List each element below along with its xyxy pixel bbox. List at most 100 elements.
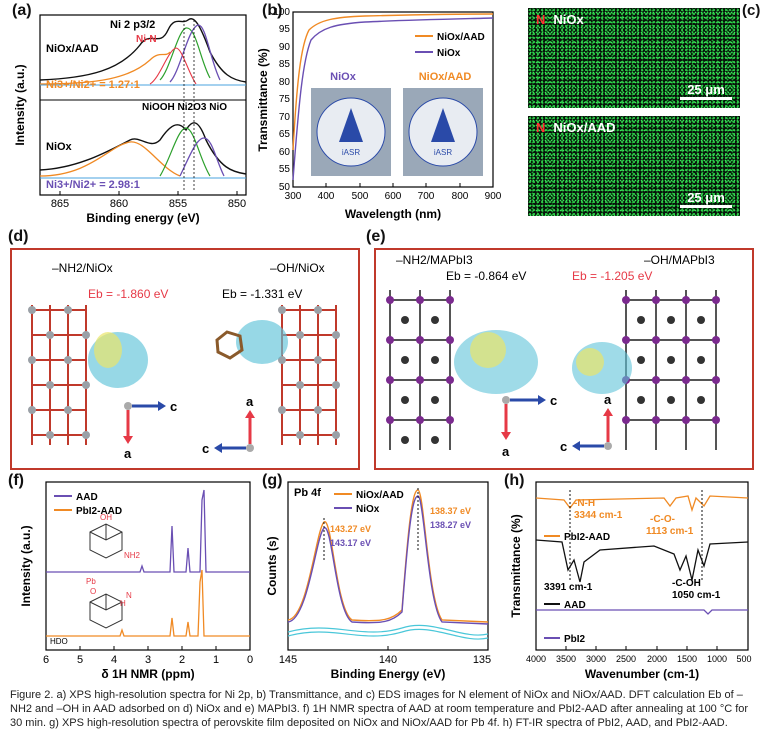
e-axis-a-right: a (604, 392, 612, 407)
d-axis-c-right: c (202, 441, 209, 456)
b-xtick-5: 700 (418, 191, 435, 202)
e-axis-c-right: c (560, 439, 567, 454)
e-left-title: –NH2/MAPbI3 (396, 253, 473, 267)
panel-b-transmittance: NiOx/AAD NiOx NiOx NiOx/AAD iASR iASR 30… (256, 7, 502, 221)
panel-f-nmr: AAD PbI2-AAD OH NH2 Pb O N H HDO 6 5 4 3… (19, 481, 253, 681)
a-ratio-bottom: Ni3+/Ni2+ = 2.98:1 (46, 179, 140, 191)
g-title: Pb 4f (294, 487, 321, 499)
h-xtick-6: 1500 (677, 654, 697, 664)
a-title: Ni 2 p3/2 (110, 19, 155, 31)
h-nh-value: 3344 cm-1 (574, 510, 623, 521)
h-oh-value: 3391 cm-1 (544, 582, 593, 593)
g-val-purple-right: 138.27 eV (430, 520, 471, 530)
panel-a-label: (a) (12, 2, 32, 19)
panel-e-label: (e) (366, 228, 386, 245)
h-xlabel: Wavenumber (cm-1) (585, 667, 699, 681)
panel-d-label: (d) (8, 228, 29, 245)
e-right-eb: Eb = -1.205 eV (572, 269, 652, 283)
f-xtick-6: 1 (213, 654, 219, 666)
b-xtick-7: 900 (485, 191, 502, 202)
h-xtick-2: 3500 (556, 654, 576, 664)
f-mol-top-oh: OH (100, 513, 112, 522)
g-xtick-2: 140 (379, 654, 397, 666)
b-legend-2: NiOx (437, 48, 461, 59)
a-sample-bottom: NiOx (46, 141, 73, 153)
g-ylabel: Counts (s) (265, 536, 279, 595)
panel-h-label: (h) (504, 472, 525, 489)
f-mol-top-nh2: NH2 (124, 551, 141, 560)
a-sample-top: NiOx/AAD (46, 43, 99, 55)
b-xtick-4: 600 (385, 191, 402, 202)
panel-e-box (374, 248, 754, 470)
eds-top-element: N (536, 12, 546, 27)
e-right-title: –OH/MAPbI3 (644, 253, 715, 267)
b-logo-left: iASR (342, 148, 360, 157)
panel-d-dft-niox: –NH2/NiOx Eb = -1.860 eV –OH/NiOx Eb = -… (28, 261, 340, 461)
d-right-title: –OH/NiOx (270, 261, 325, 275)
panel-c-label: (c) (742, 2, 760, 19)
f-ylabel: Intensity (a.u.) (19, 525, 33, 606)
b-photo-left-label: NiOx (330, 71, 357, 83)
b-ytick-9: 90 (279, 42, 291, 53)
eds-bottom-scalebar: 25 μm (680, 190, 732, 210)
h-xtick-8: 500 (736, 654, 751, 664)
figure-caption: Figure 2. a) XPS high-resolution spectra… (10, 689, 749, 729)
f-mol-n: N (126, 591, 132, 600)
d-axis-a-right: a (246, 394, 254, 409)
panel-f-label: (f) (8, 472, 24, 489)
g-xtick-1: 145 (279, 654, 297, 666)
h-sample-pbi2aad: PbI2-AAD (564, 532, 610, 543)
a-xtick-2: 860 (110, 198, 128, 210)
b-ytick-1: 50 (279, 182, 291, 193)
b-photo-right-label: NiOx/AAD (419, 71, 472, 83)
f-mol-o: O (90, 587, 96, 596)
f-mol-pb: Pb (86, 577, 96, 586)
b-ytick-3: 60 (279, 147, 291, 158)
b-xtick-3: 500 (352, 191, 369, 202)
e-left-eb: Eb = -0.864 eV (446, 269, 526, 283)
b-xtick-6: 800 (452, 191, 469, 202)
b-xlabel: Wavelength (nm) (345, 207, 441, 221)
eds-bottom-element: N (536, 120, 546, 135)
b-logo-right: iASR (434, 148, 452, 157)
h-xtick-1: 4000 (526, 654, 546, 664)
panel-e-dft-mapbi3: –NH2/MAPbI3 Eb = -0.864 eV –OH/MAPbI3 Eb… (386, 253, 720, 459)
b-ytick-11: 100 (273, 7, 290, 18)
eds-bottom-title: NiOx/AAD (553, 120, 616, 135)
b-xtick-1: 300 (285, 191, 302, 202)
g-xtick-3: 135 (473, 654, 491, 666)
e-axis-c-left: c (550, 393, 557, 408)
f-xlabel: δ 1H NMR (ppm) (101, 667, 194, 681)
h-xtick-7: 1000 (707, 654, 727, 664)
f-legend-2: PbI2-AAD (76, 506, 122, 517)
panel-g-xps-pb4f: Pb 4f NiOx/AAD NiOx 143.27 eV 143.17 eV … (265, 481, 491, 681)
eds-map-niox: N NiOx 25 μm (528, 8, 740, 108)
h-xtick-4: 2500 (616, 654, 636, 664)
d-left-title: –NH2/NiOx (52, 261, 113, 275)
b-ytick-5: 70 (279, 112, 291, 123)
h-sample-pbi2: PbI2 (564, 634, 586, 645)
g-xlabel: Binding Energy (eV) (331, 667, 446, 681)
h-co-label: -C-O- (650, 514, 675, 525)
d-axis-a-left: a (124, 446, 132, 461)
b-ylabel: Transmittance (%) (256, 48, 270, 151)
g-val-orange-left: 143.27 eV (330, 524, 371, 534)
b-ytick-8: 85 (279, 59, 291, 70)
f-xtick-7: 0 (247, 654, 253, 666)
b-ytick-6: 75 (279, 94, 291, 105)
b-legend-1: NiOx/AAD (437, 32, 485, 43)
f-xtick-3: 4 (111, 654, 117, 666)
panel-b-label: (b) (262, 2, 283, 19)
h-coh-value: 1050 cm-1 (672, 590, 721, 601)
b-ytick-4: 65 (279, 129, 291, 140)
eds-top-scalebar: 25 μm (680, 82, 732, 102)
f-xtick-1: 6 (43, 654, 49, 666)
a-xtick-1: 865 (51, 198, 69, 210)
eds-map-niox-aad: N NiOx/AAD 25 μm (528, 116, 740, 216)
e-axis-a-left: a (502, 444, 510, 459)
panel-a-xps-ni2p: 865 860 855 850 Binding energy (eV) Inte… (13, 14, 247, 225)
h-ylabel: Transmittance (%) (509, 514, 523, 617)
g-legend-2: NiOx (356, 504, 380, 515)
b-ytick-2: 55 (279, 164, 291, 175)
a-xtick-3: 855 (169, 198, 187, 210)
